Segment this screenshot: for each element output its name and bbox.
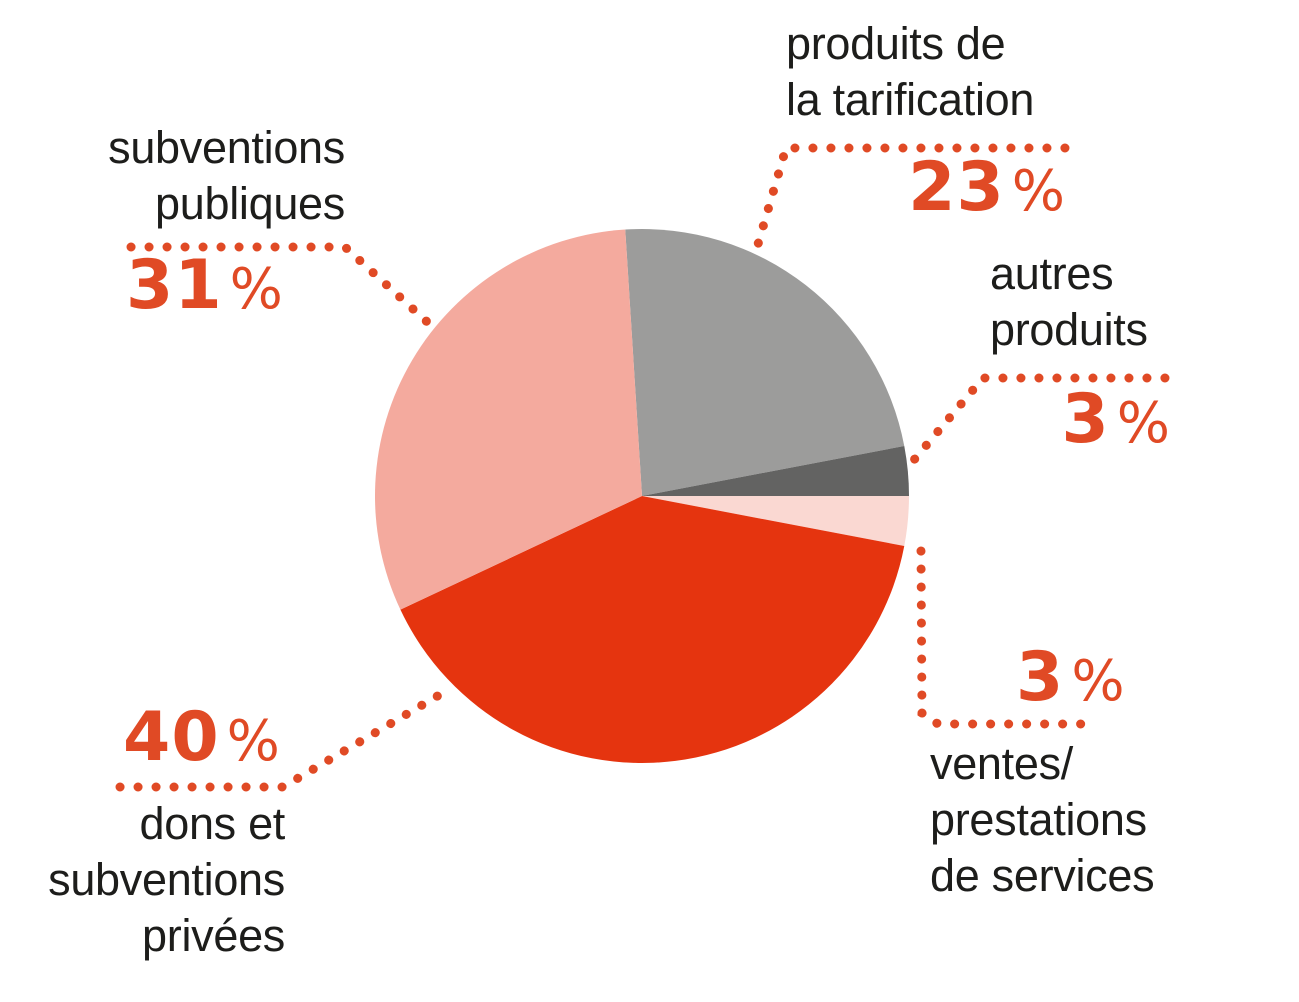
label-subventions-publiques: subventions publiques [55,120,345,232]
percent-number: 40 [123,698,220,777]
percent-sign: % [1116,391,1170,456]
pie-slice-4 [375,229,642,610]
leader-line-autres-produits [903,373,1170,472]
pie-slice-2 [642,496,909,547]
label-line: publiques [155,178,345,229]
label-line: la tarification [786,74,1035,125]
percent-sign: % [229,257,283,322]
value-dons-subventions: 40% [123,702,280,792]
pie-slice-1 [642,445,909,496]
label-dons-subventions: dons et subventions privées [15,796,285,964]
label-line: prestations [930,794,1147,845]
label-autres-produits: autres produits [990,246,1220,358]
pie-slice-0 [625,229,905,496]
value-autres-produits: 3% [970,384,1170,474]
label-line: dons et [139,798,285,849]
label-line: ventes/ [930,738,1073,789]
leader-lines-group [115,143,1170,792]
value-subventions-publiques: 31% [126,250,283,340]
value-ventes-prestations: 3% [1016,642,1125,732]
leader-line-dons-subventions [115,686,451,792]
label-line: subventions [108,122,345,173]
leader-line-subventions-publiques [126,242,441,335]
percent-sign: % [1071,649,1125,714]
label-line: de services [930,850,1155,901]
percent-sign: % [1011,159,1065,224]
percent-number: 23 [908,148,1005,227]
label-line: autres [990,248,1114,299]
value-produits-tarification: 23% [845,152,1065,242]
percent-sign: % [226,709,280,774]
percent-number: 3 [1061,380,1110,459]
percent-number: 31 [126,246,223,325]
pie-slices-group [375,229,909,763]
percent-number: 3 [1016,638,1065,717]
leader-line-produits-tarification [751,143,1070,256]
label-line: produits [990,304,1148,355]
label-produits-tarification: produits de la tarification [786,16,1116,128]
label-line: produits de [786,18,1006,69]
pie-slice-3 [400,496,905,763]
label-line: subventions [48,854,285,905]
label-ventes-prestations: ventes/ prestations de services [930,736,1230,904]
label-line: privées [142,910,285,961]
